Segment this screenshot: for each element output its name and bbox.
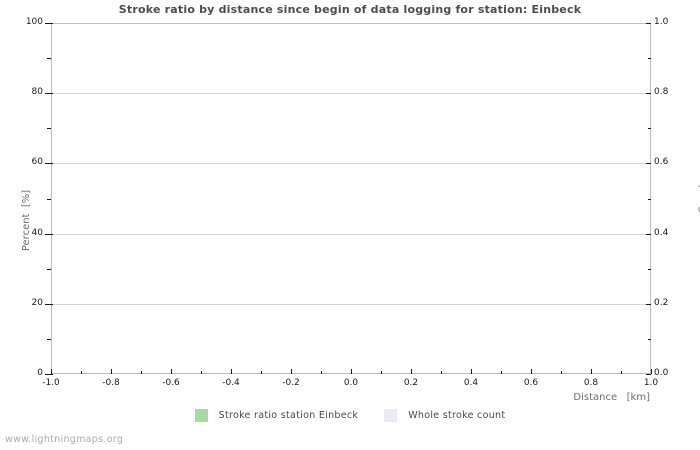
right-axis-tick-label: 1.0: [654, 17, 669, 27]
left-axis-tick: [45, 23, 53, 24]
x-axis-tick: [651, 369, 652, 374]
left-axis-minor-tick: [47, 339, 51, 340]
x-axis-tick-label: -1.0: [42, 378, 60, 388]
x-axis-minor-tick: [501, 371, 502, 374]
left-axis-minor-tick: [47, 128, 51, 129]
right-axis-tick: [646, 93, 651, 94]
x-axis-minor-tick: [321, 371, 322, 374]
left-axis-tick: [45, 374, 53, 375]
x-axis-minor-tick: [141, 371, 142, 374]
left-axis-minor-tick: [47, 58, 51, 59]
legend-item: Stroke ratio station Einbeck: [194, 409, 359, 422]
legend-swatch: [194, 409, 208, 422]
right-axis-tick: [646, 374, 651, 375]
gridline: [52, 304, 650, 305]
x-axis-tick: [171, 369, 172, 374]
chart-legend: Stroke ratio station Einbeck Whole strok…: [0, 409, 700, 422]
x-axis-tick-label: 0.2: [403, 378, 419, 388]
left-axis-label: Percent [%]: [21, 189, 33, 252]
right-axis-tick-label: 0.8: [654, 87, 669, 97]
left-axis-minor-tick: [47, 269, 51, 270]
plot-area: [51, 23, 651, 374]
x-axis-tick: [471, 369, 472, 374]
left-axis-tick-label: 100: [25, 17, 43, 27]
left-axis-tick-label: 80: [31, 87, 43, 97]
x-axis-minor-tick: [441, 371, 442, 374]
right-axis-tick: [646, 304, 651, 305]
legend-label: Whole stroke count: [408, 410, 506, 421]
left-axis-tick: [45, 93, 53, 94]
right-axis-tick-label: 0.2: [654, 298, 669, 308]
x-axis-tick: [51, 369, 52, 374]
right-axis-minor-tick: [648, 199, 651, 200]
right-axis-tick: [646, 163, 651, 164]
x-axis-tick: [411, 369, 412, 374]
x-axis-tick-label: 0.4: [463, 378, 479, 388]
left-axis-tick-label: 60: [31, 157, 43, 167]
x-axis-tick-label: -0.4: [222, 378, 240, 388]
left-axis-tick: [45, 304, 53, 305]
x-axis-minor-tick: [81, 371, 82, 374]
right-axis-tick-label: 0.4: [654, 228, 669, 238]
x-axis-tick: [591, 369, 592, 374]
right-axis-tick-label: 0.0: [654, 368, 669, 378]
x-axis-tick-label: -0.8: [102, 378, 120, 388]
right-axis-tick-label: 0.6: [654, 157, 669, 167]
left-axis-tick-label: 20: [31, 298, 43, 308]
x-axis-tick-label: 0.8: [583, 378, 599, 388]
x-axis-tick: [351, 369, 352, 374]
x-axis-tick: [531, 369, 532, 374]
x-axis-tick: [291, 369, 292, 374]
gridline: [52, 163, 650, 164]
x-axis-minor-tick: [201, 371, 202, 374]
x-axis-tick-label: -0.6: [162, 378, 180, 388]
x-axis-tick-label: -0.2: [282, 378, 300, 388]
x-axis-tick-label: 1.0: [643, 378, 659, 388]
x-axis-label: Distance [km]: [573, 392, 650, 403]
x-axis-tick: [231, 369, 232, 374]
x-axis-minor-tick: [381, 371, 382, 374]
legend-item: Whole stroke count: [384, 409, 505, 422]
left-axis-tick-label: 0: [37, 368, 43, 378]
x-axis-minor-tick: [621, 371, 622, 374]
chart-title: Stroke ratio by distance since begin of …: [118, 3, 582, 16]
left-axis-tick-label: 40: [31, 228, 43, 238]
legend-label: Stroke ratio station Einbeck: [218, 410, 359, 421]
right-axis-minor-tick: [648, 339, 651, 340]
right-axis-minor-tick: [648, 269, 651, 270]
right-axis-minor-tick: [648, 58, 651, 59]
x-axis-tick-label: 0.0: [343, 378, 359, 388]
gridline: [52, 234, 650, 235]
left-axis-tick: [45, 163, 53, 164]
x-axis-minor-tick: [561, 371, 562, 374]
left-axis-tick: [45, 234, 53, 235]
right-axis-tick: [646, 23, 651, 24]
x-axis-minor-tick: [261, 371, 262, 374]
x-axis-tick-label: 0.6: [523, 378, 539, 388]
x-axis-tick: [111, 369, 112, 374]
right-axis-minor-tick: [648, 128, 651, 129]
legend-swatch: [384, 409, 398, 422]
right-axis-tick: [646, 234, 651, 235]
left-axis-minor-tick: [47, 199, 51, 200]
gridline: [52, 93, 650, 94]
watermark: www.lightningmaps.org: [5, 434, 124, 445]
